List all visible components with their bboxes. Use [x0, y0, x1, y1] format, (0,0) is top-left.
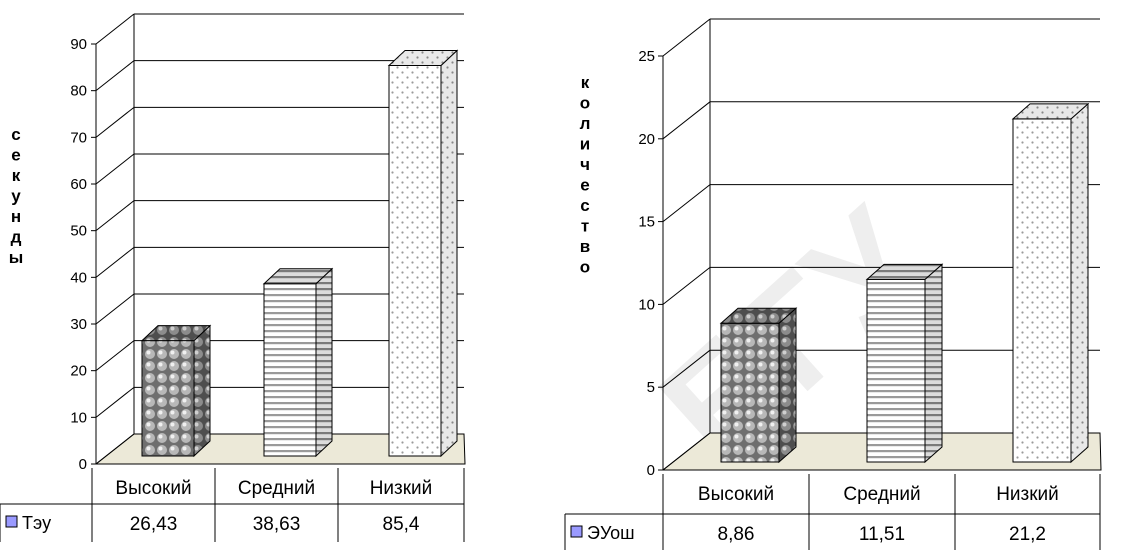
- bar-side: [315, 267, 333, 458]
- y-axis-title-letter: е: [580, 176, 589, 195]
- wall-gridline: [95, 340, 135, 372]
- bar-front: [1012, 118, 1072, 463]
- y-tick-label: 50: [70, 223, 87, 240]
- bar-side: [1070, 102, 1089, 464]
- wall-gridline: [95, 293, 135, 325]
- y-axis-title-letter: ы: [9, 248, 24, 267]
- bar-front: [263, 283, 317, 457]
- category-label: Средний: [843, 484, 920, 505]
- y-axis-title-letter: к: [581, 73, 590, 92]
- chart-count: 0510152025количествоВысокий8,86Средний11…: [564, 18, 1102, 550]
- y-axis-title-letter: о: [580, 94, 590, 113]
- y-tick-label: 90: [70, 36, 87, 53]
- bar-0: [719, 307, 798, 464]
- y-axis-title-letter: т: [581, 217, 589, 236]
- table-value: 8,86: [718, 524, 755, 545]
- category-label: Высокий: [698, 484, 774, 505]
- y-tick-label: 60: [70, 176, 87, 193]
- y-tick-label: 30: [70, 316, 87, 333]
- bar-front: [866, 278, 926, 463]
- wall-gridline: [95, 153, 135, 185]
- wall-gridline: [95, 60, 135, 92]
- bar-2: [1011, 102, 1090, 464]
- wall-gridline: [95, 106, 135, 138]
- bar-top: [262, 268, 334, 285]
- bar-top: [140, 325, 212, 342]
- y-tick-label: 20: [70, 363, 87, 380]
- bar-top: [865, 263, 944, 280]
- table-value: 85,4: [383, 514, 420, 535]
- y-axis-title-letter: с: [580, 196, 589, 215]
- legend-swatch: [5, 515, 18, 528]
- wall-gridline: [662, 18, 711, 57]
- wall-gridline: [662, 349, 711, 388]
- y-tick-label: 40: [70, 269, 87, 286]
- category-label: Низкий: [996, 484, 1059, 505]
- series-name: ЭУош: [587, 523, 635, 543]
- y-axis-title-letter: о: [580, 258, 590, 277]
- bar-0: [140, 324, 212, 458]
- table-value: 38,63: [253, 514, 301, 535]
- wall-gridline: [95, 246, 135, 278]
- wall-gridline: [95, 13, 135, 45]
- y-axis-title-letter: л: [580, 114, 591, 133]
- y-tick-label: 0: [79, 456, 87, 473]
- y-tick-label: 25: [638, 48, 655, 65]
- bar-side: [193, 324, 211, 458]
- y-tick-label: 20: [638, 131, 655, 148]
- bar-top: [719, 307, 798, 324]
- y-axis-title-letter: к: [12, 166, 21, 185]
- table-value: 26,43: [130, 514, 178, 535]
- category-label: Высокий: [115, 478, 191, 499]
- y-axis-title-letter: в: [580, 237, 590, 256]
- wall-gridline: [662, 101, 711, 140]
- y-tick-label: 15: [638, 214, 655, 231]
- series-name: Тэу: [22, 513, 51, 533]
- bar-top: [387, 49, 459, 66]
- bar-front: [141, 340, 195, 457]
- bar-2: [387, 49, 459, 458]
- y-tick-label: 5: [647, 379, 655, 396]
- y-axis-title-letter: ч: [580, 155, 590, 174]
- category-label: Средний: [238, 478, 315, 499]
- y-tick-label: 10: [638, 296, 655, 313]
- y-axis-title-letter: и: [580, 135, 590, 154]
- wall-gridline: [95, 200, 135, 232]
- bar-front: [720, 322, 780, 463]
- bar-side: [440, 49, 458, 458]
- y-axis-title-letter: д: [11, 228, 22, 247]
- wall-gridline: [95, 433, 135, 465]
- wall-gridline: [95, 386, 135, 418]
- bar-1: [865, 263, 944, 464]
- y-axis-title-letter: е: [11, 146, 20, 165]
- y-tick-label: 70: [70, 129, 87, 146]
- bar-top: [1011, 103, 1090, 120]
- bar-side: [778, 307, 797, 464]
- y-axis-title-letter: с: [11, 125, 20, 144]
- y-axis-title-letter: н: [11, 207, 21, 226]
- category-label: Низкий: [370, 478, 433, 499]
- table-value: 11,51: [859, 524, 905, 545]
- wall-gridline: [662, 184, 711, 222]
- y-tick-label: 80: [70, 83, 87, 100]
- y-tick-label: 0: [647, 462, 655, 479]
- y-tick-label: 10: [70, 409, 87, 426]
- bar-side: [924, 263, 943, 464]
- legend-swatch: [570, 525, 583, 538]
- y-axis-title-letter: у: [11, 187, 21, 206]
- bar-front: [388, 64, 442, 457]
- table-value: 21,2: [1009, 524, 1046, 545]
- bar-1: [262, 267, 334, 458]
- wall-gridline: [662, 432, 711, 471]
- wall-gridline: [662, 267, 711, 305]
